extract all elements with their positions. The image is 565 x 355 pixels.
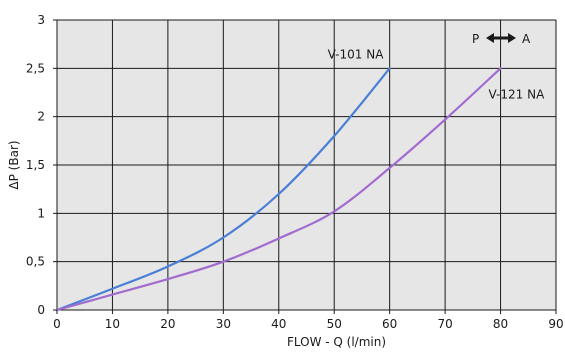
x-tick-label: 70 [437, 317, 452, 331]
series-line-v121 [55, 67, 502, 312]
port-p-label: P [472, 32, 479, 46]
x-tick-label: 50 [327, 317, 342, 331]
y-axis-title: ΔP (Bar) [7, 140, 21, 189]
series-line-v101 [55, 67, 391, 312]
y-tick-label: 1 [37, 206, 45, 220]
x-axis-title: FLOW - Q (l/min) [287, 335, 386, 349]
flow-direction-indicator: P A [472, 32, 531, 46]
series-label-v121: V-121 NA [489, 87, 546, 101]
y-tick-label: 0,5 [26, 255, 45, 269]
x-tick-label: 90 [548, 317, 563, 331]
ticks-layer: 0 10 20 30 40 50 60 70 80 90 0 0,5 1 1,5 2 2,5 3 [26, 13, 564, 331]
series-layer [55, 67, 502, 312]
x-tick-label: 80 [493, 317, 508, 331]
port-a-label: A [522, 32, 531, 46]
y-tick-label: 2 [37, 110, 45, 124]
x-tick-label: 10 [105, 317, 120, 331]
x-tick-label: 60 [382, 317, 397, 331]
y-tick-label: 0 [37, 303, 45, 317]
y-tick-label: 1,5 [26, 158, 45, 172]
y-tick-label: 2,5 [26, 61, 45, 75]
series-labels: V-101 NA V-121 NA [328, 47, 545, 101]
x-tick-label: 30 [216, 317, 231, 331]
double-arrow-icon [486, 33, 516, 43]
x-tick-label: 20 [160, 317, 175, 331]
x-tick-label: 40 [271, 317, 286, 331]
x-tick-label: 0 [53, 317, 61, 331]
series-label-v101: V-101 NA [328, 47, 385, 61]
y-tick-label: 3 [37, 13, 45, 27]
